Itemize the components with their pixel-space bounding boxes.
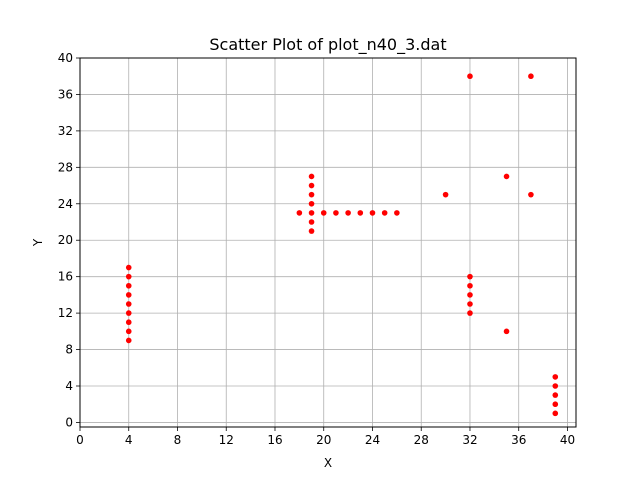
data-point [308, 173, 315, 180]
data-point [125, 319, 132, 326]
data-point [552, 383, 559, 389]
y-tick-label: 12 [58, 306, 73, 320]
y-tick-label: 40 [58, 51, 73, 65]
data-point [125, 310, 132, 316]
data-point [308, 191, 315, 198]
data-point [552, 392, 559, 398]
data-point [320, 210, 327, 216]
x-tick-label: 40 [560, 433, 575, 447]
y-tick-label: 8 [65, 343, 73, 357]
data-point [503, 328, 510, 335]
data-point [308, 228, 315, 234]
data-point [125, 337, 132, 344]
y-tick-label: 32 [58, 124, 73, 138]
data-point [467, 310, 473, 316]
data-points [125, 73, 559, 417]
data-point [333, 210, 339, 216]
data-point [125, 328, 132, 335]
data-point [528, 191, 534, 198]
data-point [125, 264, 132, 271]
data-point [442, 191, 449, 198]
data-point [125, 301, 132, 307]
data-point [125, 282, 132, 289]
y-tick-label: 36 [58, 87, 73, 101]
data-point [467, 273, 473, 280]
x-tick-label: 24 [365, 433, 380, 447]
data-point [552, 410, 559, 417]
x-tick-label: 0 [76, 433, 84, 447]
x-tick-label: 4 [125, 433, 133, 447]
x-tick-label: 20 [316, 433, 331, 447]
y-tick-label: 16 [58, 270, 73, 284]
y-tick-label: 20 [58, 233, 73, 247]
data-point [357, 210, 364, 216]
data-point [503, 173, 510, 180]
x-tick-label: 32 [462, 433, 477, 447]
data-point [467, 301, 473, 307]
x-axis-label: X [324, 456, 332, 470]
data-point [381, 210, 388, 216]
data-point [125, 292, 132, 298]
data-point [345, 210, 351, 216]
x-tick-label: 28 [414, 433, 429, 447]
plot-area-frame [79, 57, 577, 428]
data-point [467, 282, 473, 289]
data-point [394, 210, 400, 216]
chart-title: Scatter Plot of plot_n40_3.dat [209, 35, 446, 55]
data-point [125, 273, 132, 280]
x-tick-label: 8 [174, 433, 182, 447]
data-point [308, 182, 315, 189]
data-point [308, 200, 315, 207]
data-point [552, 401, 559, 408]
data-point [369, 210, 376, 216]
data-point [308, 219, 315, 225]
data-point [467, 292, 473, 298]
y-tick-label: 28 [58, 160, 73, 174]
y-tick-label: 4 [65, 379, 73, 393]
data-point [308, 210, 315, 216]
y-tick-label: 24 [58, 197, 73, 211]
data-point [296, 210, 303, 216]
data-point [528, 73, 534, 80]
x-tick-label: 36 [511, 433, 526, 447]
data-point [552, 374, 559, 380]
y-tick-label: 0 [65, 415, 73, 429]
y-axis-label: Y [31, 238, 45, 247]
x-tick-label: 16 [267, 433, 282, 447]
x-tick-label: 12 [219, 433, 234, 447]
axis-ticks: 0 4 8 12 16 20 24 28 32 36 40 0 4 8 12 16 20 24 28 32 36 40 [58, 51, 575, 447]
data-point [467, 73, 473, 80]
